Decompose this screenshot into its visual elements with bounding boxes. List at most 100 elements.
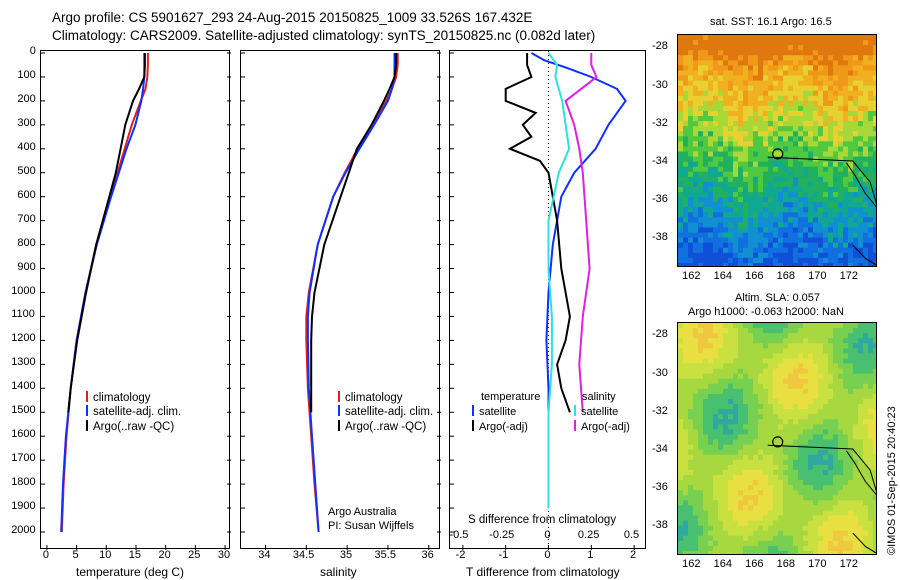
map-cell [778, 257, 784, 264]
map-cell [848, 378, 854, 385]
map-cell [868, 65, 874, 71]
map-cell [698, 136, 704, 142]
map-cell [718, 40, 724, 46]
map-cell [803, 500, 809, 506]
map-cell [873, 515, 876, 521]
map-cell [778, 136, 784, 142]
map-cell [808, 116, 814, 122]
map-cell [693, 45, 699, 51]
map-cell [763, 75, 769, 81]
map-cell [818, 343, 824, 349]
map-cell [848, 252, 854, 259]
map-cell [853, 40, 859, 46]
map-cell [708, 252, 714, 259]
map-cell [828, 393, 834, 400]
map-cell [683, 50, 689, 56]
map-cell [743, 217, 749, 223]
map-cell [758, 388, 764, 395]
map-cell [873, 197, 876, 203]
map-cell [828, 55, 834, 61]
map-cell [793, 70, 799, 76]
map-cell [753, 65, 759, 71]
map-cell [678, 110, 684, 117]
map-cell [683, 414, 689, 420]
map-cell [853, 363, 859, 369]
map-cell [708, 85, 714, 92]
map-cell [863, 545, 869, 552]
map-cell [763, 409, 769, 415]
map-cell [753, 161, 759, 168]
map-cell [838, 40, 844, 46]
map-cell [863, 383, 869, 390]
map-cell [738, 237, 744, 244]
map-cell [778, 60, 784, 66]
map-cell [833, 146, 839, 152]
map-cell [783, 161, 789, 168]
map-cell [688, 469, 694, 476]
map-cell [753, 338, 759, 344]
map-cell [798, 474, 804, 481]
map-cell [718, 110, 724, 117]
series-line [564, 53, 598, 413]
map-cell [733, 378, 739, 385]
map-cell [718, 343, 724, 349]
map-cell [843, 121, 849, 127]
map-cell [783, 500, 789, 506]
map-cell [723, 237, 729, 244]
map-cell [693, 161, 699, 168]
map-cell [798, 444, 804, 451]
map-cell [743, 35, 749, 41]
map-cell [863, 257, 869, 264]
map-cell [788, 500, 794, 506]
map-cell [703, 55, 709, 61]
map-cell [698, 444, 704, 451]
map-cell [813, 500, 819, 506]
map-cell [803, 490, 809, 496]
map-cell [708, 480, 714, 486]
map-cell [698, 232, 704, 239]
map-cell [778, 186, 784, 193]
map-cell [753, 257, 759, 264]
map-cell [783, 35, 789, 41]
map-cell [703, 424, 709, 430]
map-cell [818, 171, 824, 178]
map-cell [848, 333, 854, 339]
map-cell [753, 116, 759, 122]
map-cell [678, 80, 684, 87]
map-cell [743, 388, 749, 395]
map-cell [718, 151, 724, 157]
map-cell [798, 176, 804, 183]
map-cell [858, 419, 864, 425]
map-cell [768, 75, 774, 81]
map-cell [798, 161, 804, 168]
map-cell [853, 515, 859, 521]
salinity-plot [240, 50, 441, 550]
map-cell [823, 333, 829, 339]
map-cell [678, 45, 684, 51]
map-cell [708, 545, 714, 552]
map-cell [773, 197, 779, 203]
map-cell [743, 398, 749, 405]
map-cell [848, 358, 854, 364]
map-cell [848, 100, 854, 107]
map-cell [768, 40, 774, 46]
map-cell [868, 429, 874, 435]
map-cell [808, 419, 814, 425]
map-cell [753, 85, 759, 92]
map-cell [723, 469, 729, 476]
map-cell [723, 414, 729, 420]
map-cell [738, 530, 744, 537]
map-cell [688, 242, 694, 249]
map-cell [728, 358, 734, 364]
map-cell [873, 50, 876, 56]
map-cell [868, 252, 874, 259]
map-cell [753, 212, 759, 218]
map-cell [873, 393, 876, 400]
map-cell [718, 530, 724, 537]
map-cell [818, 131, 824, 137]
map-cell [693, 126, 699, 132]
map-cell [703, 323, 709, 329]
map-cell [753, 474, 759, 481]
map-cell [803, 454, 809, 461]
map-cell [683, 207, 689, 213]
